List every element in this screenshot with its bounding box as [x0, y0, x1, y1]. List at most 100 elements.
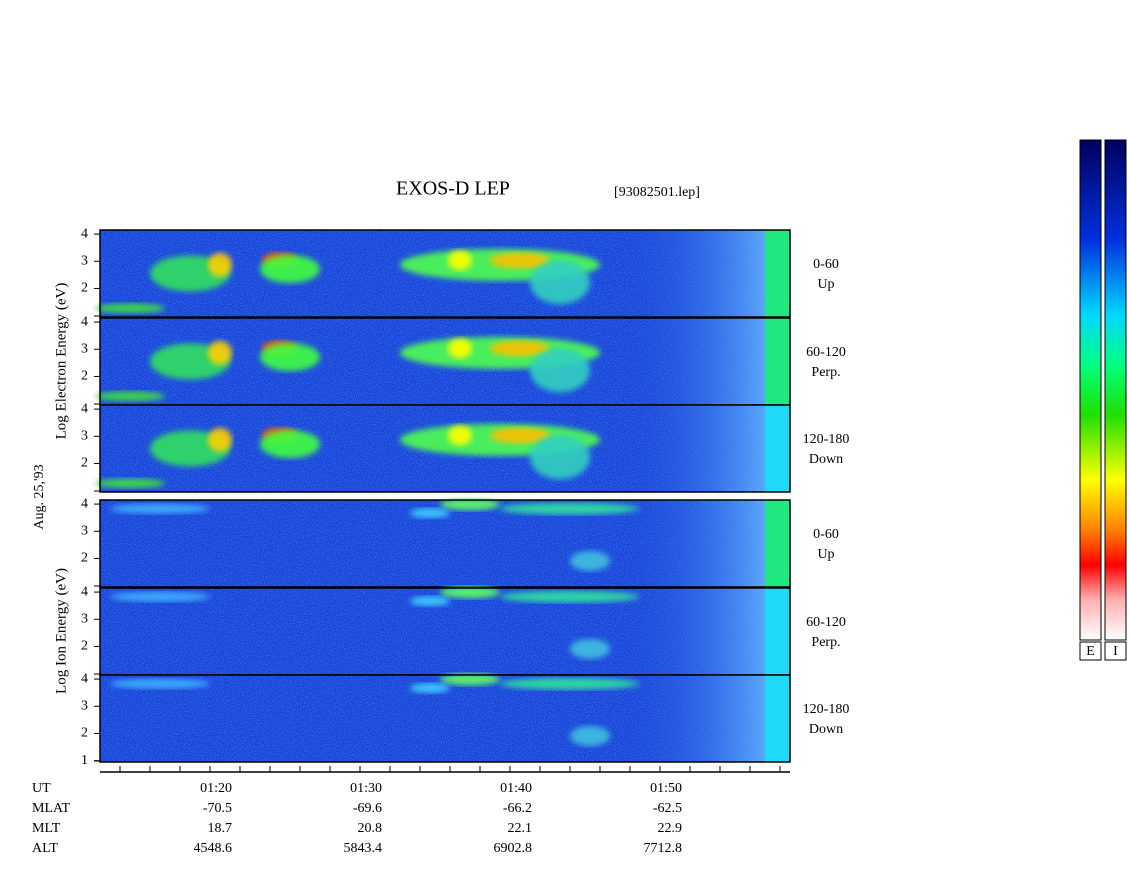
spectrogram-blob	[208, 427, 232, 452]
spectrogram-blob	[500, 502, 640, 515]
ephemeris-value: 5843.4	[344, 841, 383, 856]
time-axis	[100, 766, 790, 773]
panel-frame	[99, 404, 791, 493]
spectrogram-blob	[95, 303, 165, 314]
y-tick-label: 3	[81, 341, 88, 356]
spectrogram-blob	[500, 590, 640, 603]
colorbar-label: I	[1113, 644, 1118, 659]
spectrogram-blob	[260, 343, 320, 372]
ephemeris-value: 01:50	[650, 781, 682, 796]
panel: 2 3 4 60-120 Perp.	[81, 584, 846, 676]
y-tick-label: 4	[81, 314, 88, 329]
ephemeris-label: MLT	[32, 821, 61, 836]
ephemeris-label: MLAT	[32, 801, 71, 816]
spectrogram-fade	[620, 500, 765, 587]
edge-strip	[765, 588, 790, 675]
spectrogram-blob	[570, 550, 610, 571]
y-tick-label: 3	[81, 698, 88, 713]
spectrogram-blob	[260, 255, 320, 284]
spectrogram-blob	[260, 430, 320, 459]
angle-label: 60-120	[806, 615, 846, 630]
ephemeris-value: 22.1	[508, 821, 533, 836]
spectrogram-blob	[208, 340, 232, 365]
angle-label: 120-180	[803, 702, 850, 717]
angle-label: 0-60	[813, 527, 839, 542]
colorbar-label: E	[1086, 644, 1095, 659]
panel: 2 3 4 0-60 Up	[81, 496, 839, 588]
direction-label: Perp.	[811, 635, 840, 650]
spectrogram-fade	[620, 230, 765, 317]
panel-frame	[99, 674, 791, 763]
spectrogram-blob	[530, 435, 590, 480]
angle-label: 60-120	[806, 345, 846, 360]
colorbar-label-box	[1079, 641, 1102, 661]
spectrogram-fade	[620, 405, 765, 492]
ephemeris: UT 01:20 01:30 01:40 01:50 MLAT -70.5 -69.6 -66.…	[32, 781, 682, 856]
spectrogram-fade	[620, 318, 765, 405]
y-tick-label: 4	[81, 671, 88, 686]
spectrogram-blob	[448, 425, 472, 446]
spectrogram-blob	[208, 252, 232, 277]
ephemeris-value: -62.5	[653, 801, 682, 816]
edge-strip	[765, 405, 790, 492]
ephemeris-value: -69.6	[353, 801, 382, 816]
y-tick-label: 2	[81, 551, 88, 566]
spectrogram-blob	[110, 503, 210, 514]
spectrogram-blob	[448, 250, 472, 271]
spectrogram-blob	[530, 260, 590, 305]
title: EXOS-D LEP	[396, 178, 510, 200]
y-tick-label: 3	[81, 253, 88, 268]
y-tick-label: 3	[81, 611, 88, 626]
angle-label: 0-60	[813, 257, 839, 272]
y-tick-label: 4	[81, 226, 88, 241]
spectrogram-blob	[500, 677, 640, 690]
panel: 2 3 4 0-60 Up	[81, 226, 839, 318]
file-name: [93082501.lep]	[614, 185, 700, 200]
ephemeris-value: 6902.8	[494, 841, 533, 856]
y-tick-label: 1	[81, 753, 88, 768]
ephemeris-value: 01:20	[200, 781, 232, 796]
y-tick-label: 2	[81, 369, 88, 384]
spectrogram-blob	[410, 683, 450, 694]
spectrogram-blob	[95, 391, 165, 402]
panel: 2 3 4 60-120 Perp.	[81, 314, 846, 406]
spectrogram-blob	[440, 498, 500, 511]
ephemeris-value: 01:40	[500, 781, 532, 796]
spectrogram-blob	[490, 340, 550, 357]
panel-frame	[99, 499, 791, 588]
edge-strip	[765, 500, 790, 587]
spectrogram-blob	[490, 252, 550, 269]
spectrogram-blob	[448, 338, 472, 359]
spectrogram-blob	[110, 678, 210, 689]
panel: 1 2 3 4 120-180 Down	[81, 671, 849, 768]
y-tick-label: 4	[81, 496, 88, 511]
y-tick-label: 4	[81, 401, 88, 416]
direction-label: Down	[809, 452, 843, 467]
edge-strip	[765, 318, 790, 405]
group-label: Log Ion Energy (eV)	[53, 568, 69, 694]
spectrogram-fade	[620, 675, 765, 762]
spectrogram-blob	[570, 725, 610, 746]
y-tick-label: 4	[81, 584, 88, 599]
angle-label: 120-180	[803, 432, 850, 447]
spectrogram-blob	[110, 591, 210, 602]
group-label: Log Electron Energy (eV)	[53, 283, 69, 440]
colorbar	[1104, 139, 1127, 641]
ephemeris-value: 20.8	[358, 821, 383, 836]
ephemeris-value: -66.2	[503, 801, 532, 816]
y-tick-label: 2	[81, 726, 88, 741]
ephemeris-value: 18.7	[208, 821, 233, 836]
direction-label: Up	[817, 547, 834, 562]
y-tick-label: 2	[81, 456, 88, 471]
panel-frame	[99, 229, 791, 318]
spectrogram-blob	[440, 586, 500, 599]
spectrogram-blob	[410, 508, 450, 519]
y-tick-label: 3	[81, 523, 88, 538]
date-label: Aug. 25,'93	[32, 464, 47, 529]
ephemeris-value: 4548.6	[194, 841, 233, 856]
ephemeris-value: 22.9	[658, 821, 683, 836]
ephemeris-value: 7712.8	[644, 841, 683, 856]
direction-label: Perp.	[811, 365, 840, 380]
